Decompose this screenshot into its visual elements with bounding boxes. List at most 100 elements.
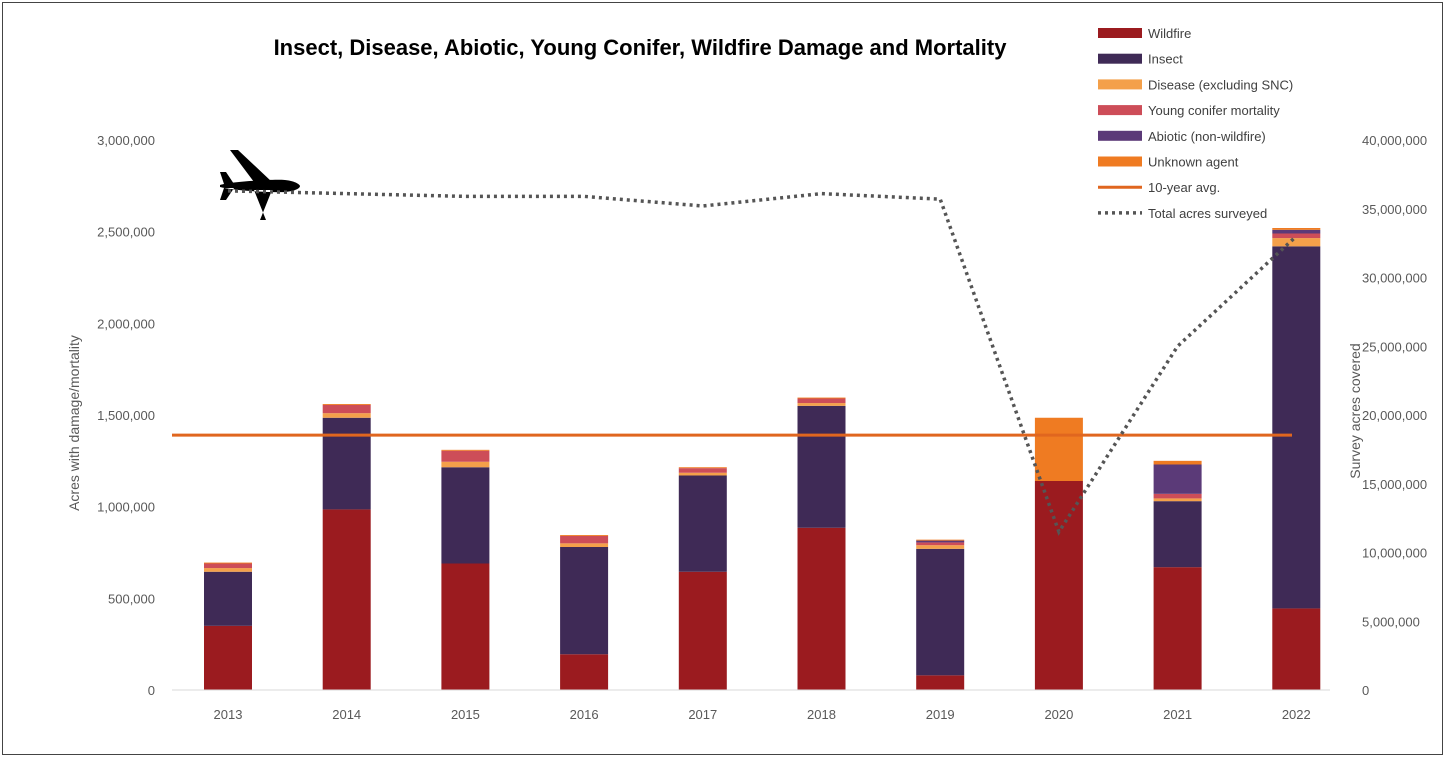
bar-segment — [797, 405, 846, 528]
legend-label: Disease (excluding SNC) — [1148, 77, 1293, 92]
y2-axis-label: Survey acres covered — [1347, 343, 1363, 478]
bar-segment — [1153, 464, 1202, 494]
bar-segment — [441, 449, 490, 451]
bar-segment — [204, 563, 252, 569]
legend-label: Insect — [1148, 52, 1183, 67]
bar-segment — [1153, 498, 1202, 502]
x-tick-label: 2017 — [688, 707, 717, 722]
bar-segment — [1034, 481, 1083, 690]
bar-segment — [204, 571, 252, 626]
bar-segment — [322, 413, 371, 418]
y-tick-label: 2,000,000 — [97, 316, 155, 331]
bar-segment — [797, 398, 846, 404]
bar-segment — [1153, 460, 1202, 465]
y2-tick-label: 40,000,000 — [1362, 133, 1427, 148]
y-tick-label: 3,000,000 — [97, 133, 155, 148]
y-tick-label: 2,500,000 — [97, 225, 155, 240]
bar-segment — [441, 461, 490, 468]
legend-label: Wildfire — [1148, 26, 1191, 41]
bar-segment — [441, 563, 490, 690]
y2-axis-ticks: 0 5,000,000 10,000,000 15,000,000 20,000,000… — [1362, 133, 1427, 698]
legend-swatch — [1098, 105, 1142, 116]
bar-segment — [678, 467, 727, 469]
bar-series — [204, 228, 1321, 690]
y-tick-label: 0 — [148, 683, 155, 698]
bar-segment — [204, 562, 252, 564]
y2-tick-label: 10,000,000 — [1362, 546, 1427, 561]
bar-segment — [797, 527, 846, 690]
legend-swatch — [1098, 79, 1142, 90]
total-acres-surveyed-line — [227, 189, 1298, 536]
x-tick-label: 2013 — [214, 707, 243, 722]
airplane-icon — [220, 150, 300, 220]
bar-segment — [1272, 229, 1321, 234]
bar-segment — [797, 397, 846, 399]
x-tick-label: 2014 — [332, 707, 361, 722]
bar-segment — [678, 571, 727, 690]
legend-label: Unknown agent — [1148, 155, 1239, 170]
legend-label: 10-year avg. — [1148, 180, 1220, 195]
bar-segment — [560, 535, 609, 536]
bar-segment — [797, 403, 846, 406]
chart-title: Insect, Disease, Abiotic, Young Conifer,… — [274, 35, 1008, 60]
bar-segment — [916, 545, 965, 549]
x-tick-label: 2019 — [926, 707, 955, 722]
y2-tick-label: 5,000,000 — [1362, 614, 1420, 629]
bar-segment — [560, 547, 609, 655]
legend-swatch — [1098, 53, 1142, 64]
x-tick-label: 2018 — [807, 707, 836, 722]
legend-swatch — [1098, 130, 1142, 141]
x-tick-label: 2022 — [1282, 707, 1311, 722]
legend-label: Total acres surveyed — [1148, 206, 1267, 221]
bar-segment — [560, 543, 609, 547]
bar-segment — [916, 542, 965, 546]
bar-segment — [441, 450, 490, 462]
bar-segment — [1272, 246, 1321, 609]
bar-segment — [1272, 228, 1321, 230]
bar-segment — [678, 468, 727, 473]
bar-segment — [322, 509, 371, 690]
x-tick-label: 2020 — [1044, 707, 1073, 722]
bar-segment — [322, 404, 371, 414]
bar-segment — [916, 548, 965, 676]
bar-segment — [1272, 238, 1321, 247]
bar-segment — [678, 472, 727, 476]
x-tick-label: 2021 — [1163, 707, 1192, 722]
y-axis-label: Acres with damage/mortality — [66, 335, 82, 511]
y2-tick-label: 35,000,000 — [1362, 202, 1427, 217]
legend-label: Abiotic (non-wildfire) — [1148, 129, 1266, 144]
bar-segment — [678, 475, 727, 572]
bar-segment — [1153, 493, 1202, 499]
bar-segment — [560, 536, 609, 544]
x-tick-label: 2016 — [570, 707, 599, 722]
bar-segment — [916, 540, 965, 543]
x-axis-ticks: 2013 2014 2015 2016 2017 2018 2019 2020 2021 2022 — [214, 707, 1311, 722]
bar-segment — [1272, 608, 1321, 690]
y-tick-label: 1,000,000 — [97, 500, 155, 515]
bar-segment — [1153, 567, 1202, 690]
x-tick-label: 2015 — [451, 707, 480, 722]
y-tick-label: 500,000 — [108, 591, 155, 606]
y2-tick-label: 30,000,000 — [1362, 271, 1427, 286]
bar-segment — [1034, 417, 1083, 481]
legend: Wildfire Insect Disease (excluding SNC) You… — [1098, 26, 1293, 221]
y-axis-ticks: 0 500,000 1,000,000 1,500,000 2,000,000 2,500… — [97, 133, 155, 698]
bar-segment — [204, 625, 252, 690]
y2-tick-label: 15,000,000 — [1362, 477, 1427, 492]
bar-segment — [560, 654, 609, 690]
y-tick-label: 1,500,000 — [97, 408, 155, 423]
bar-segment — [204, 568, 252, 572]
y2-tick-label: 20,000,000 — [1362, 408, 1427, 423]
bar-segment — [1153, 501, 1202, 568]
y2-tick-label: 25,000,000 — [1362, 339, 1427, 354]
bar-segment — [1272, 233, 1321, 239]
bar-segment — [322, 417, 371, 510]
bar-segment — [916, 675, 965, 690]
bar-segment — [322, 404, 371, 405]
legend-label: Young conifer mortality — [1148, 103, 1280, 118]
legend-swatch — [1098, 28, 1142, 38]
y2-tick-label: 0 — [1362, 683, 1369, 698]
bar-segment — [441, 467, 490, 564]
